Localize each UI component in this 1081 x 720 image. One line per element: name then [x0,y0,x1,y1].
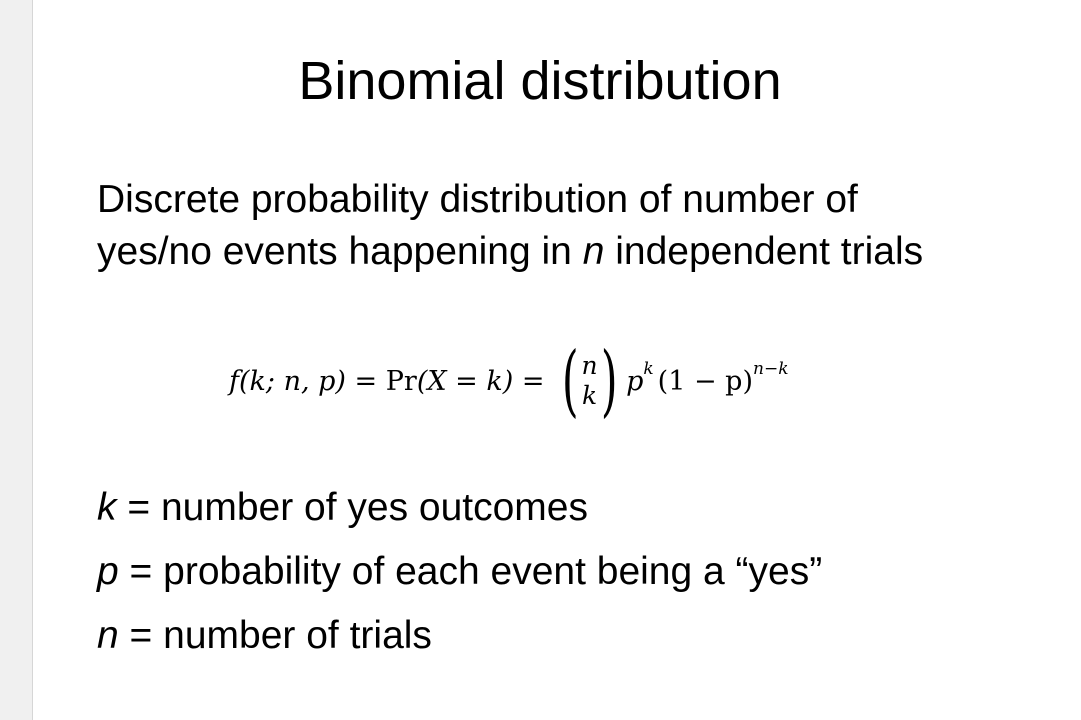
definition-k: k = number of yes outcomes [97,476,822,540]
left-paren: ( [561,336,579,426]
right-paren: ) [600,336,618,426]
subtitle-line-1: Discrete probability distribution of num… [97,178,858,221]
formula-one-minus-p: (1 − p) [657,365,753,397]
definition-k-text: = number of yes outcomes [116,486,588,529]
formula-pr-args: (X = k) [416,365,514,397]
binomial-formula: f (k; n, p) = Pr (X = k) = ( n k ) p k (1 − … [229,336,789,426]
definition-k-var: k [97,486,117,529]
subtitle-line-2-pre: yes/no events happening in [97,230,583,273]
formula-pr: Pr [385,365,417,397]
slide-title: Binomial distribution [298,51,782,111]
formula-p: p [626,365,644,397]
slide: Binomial distribution Discrete probabili… [33,0,1081,720]
formula-f: f [229,365,239,397]
definition-n-text: = number of trials [118,614,432,657]
definitions-list: k = number of yes outcomes p = probabili… [97,476,822,668]
subtitle-line-2: yes/no events happening in n independent… [97,226,923,278]
slide-subtitle: Discrete probability distribution of num… [97,174,923,278]
definition-n: n = number of trials [97,604,822,668]
subtitle-variable-n: n [582,230,605,273]
formula-p-exponent: k [643,359,654,379]
left-gutter [0,0,33,720]
binomial-coefficient: ( n k ) [555,342,624,420]
definition-n-var: n [97,614,119,657]
formula-equals-1: = [345,365,386,397]
definition-p: p = probability of each event being a “y… [97,540,822,604]
binom-bottom: k [581,381,598,410]
definition-p-var: p [97,550,119,593]
binom-top: n [581,351,598,380]
formula-equals-2: = [513,365,554,397]
definition-p-text: = probability of each event being a “yes… [118,550,823,593]
binom-stack: n k [582,351,598,411]
subtitle-line-2-post: independent trials [604,230,924,273]
formula-args: (k; n, p) [239,365,346,397]
formula-q-exponent: n−k [753,359,789,379]
